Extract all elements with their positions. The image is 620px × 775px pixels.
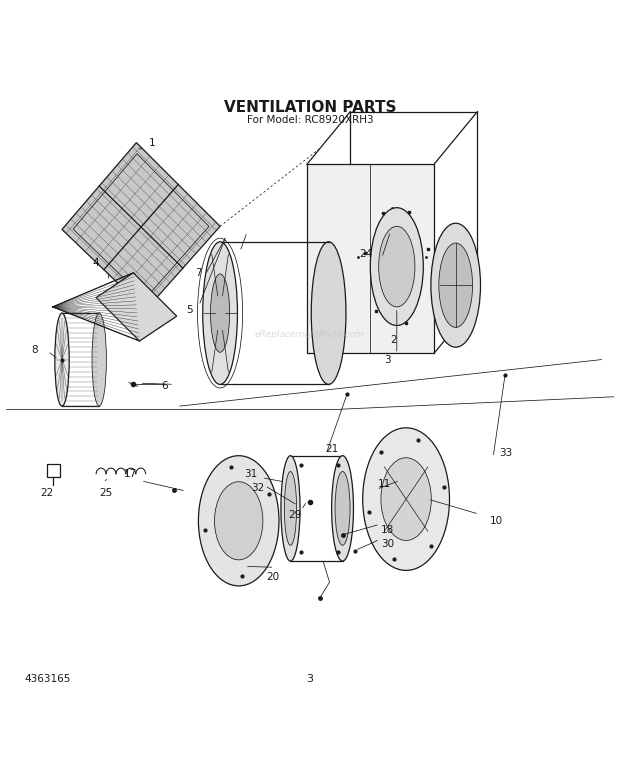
Polygon shape <box>307 164 434 353</box>
Ellipse shape <box>215 482 263 560</box>
Text: VENTILATION PARTS: VENTILATION PARTS <box>224 101 396 115</box>
Text: For Model: RC8920XRH3: For Model: RC8920XRH3 <box>247 115 373 125</box>
Ellipse shape <box>431 223 480 347</box>
Text: 25: 25 <box>99 488 112 498</box>
Text: 24: 24 <box>359 250 373 259</box>
Ellipse shape <box>203 242 237 384</box>
Ellipse shape <box>363 428 450 570</box>
Text: 1: 1 <box>149 138 155 147</box>
Text: 17: 17 <box>123 470 137 479</box>
Ellipse shape <box>55 313 69 406</box>
Text: 4: 4 <box>93 259 99 268</box>
Ellipse shape <box>379 226 415 307</box>
Ellipse shape <box>381 458 432 540</box>
Ellipse shape <box>285 471 296 546</box>
Ellipse shape <box>92 313 107 406</box>
Text: 3: 3 <box>384 355 391 365</box>
Text: 8: 8 <box>31 346 37 355</box>
Bar <box>46 463 60 477</box>
Ellipse shape <box>332 456 353 561</box>
Ellipse shape <box>335 471 350 546</box>
Text: 32: 32 <box>250 483 264 493</box>
Text: 7: 7 <box>195 268 202 277</box>
Text: 22: 22 <box>40 488 54 498</box>
Text: 5: 5 <box>186 305 192 315</box>
Text: 21: 21 <box>325 445 339 454</box>
Ellipse shape <box>439 243 472 327</box>
Ellipse shape <box>311 242 346 384</box>
Polygon shape <box>62 143 220 310</box>
Text: 30: 30 <box>381 539 394 549</box>
Text: 4363165: 4363165 <box>25 673 71 684</box>
Ellipse shape <box>370 208 423 326</box>
Text: 31: 31 <box>244 470 258 479</box>
Text: 3: 3 <box>306 673 314 684</box>
Text: 20: 20 <box>266 572 280 581</box>
Text: 2: 2 <box>391 335 397 345</box>
Text: 10: 10 <box>489 516 503 525</box>
Text: 18: 18 <box>381 525 394 535</box>
Polygon shape <box>96 273 177 341</box>
Ellipse shape <box>281 456 300 561</box>
Ellipse shape <box>198 456 279 586</box>
Text: 29: 29 <box>288 510 301 519</box>
Text: eReplacementParts.com: eReplacementParts.com <box>255 330 365 339</box>
Text: 33: 33 <box>498 448 512 457</box>
Text: 11: 11 <box>378 479 391 488</box>
Ellipse shape <box>211 274 229 353</box>
Text: 6: 6 <box>161 381 167 391</box>
